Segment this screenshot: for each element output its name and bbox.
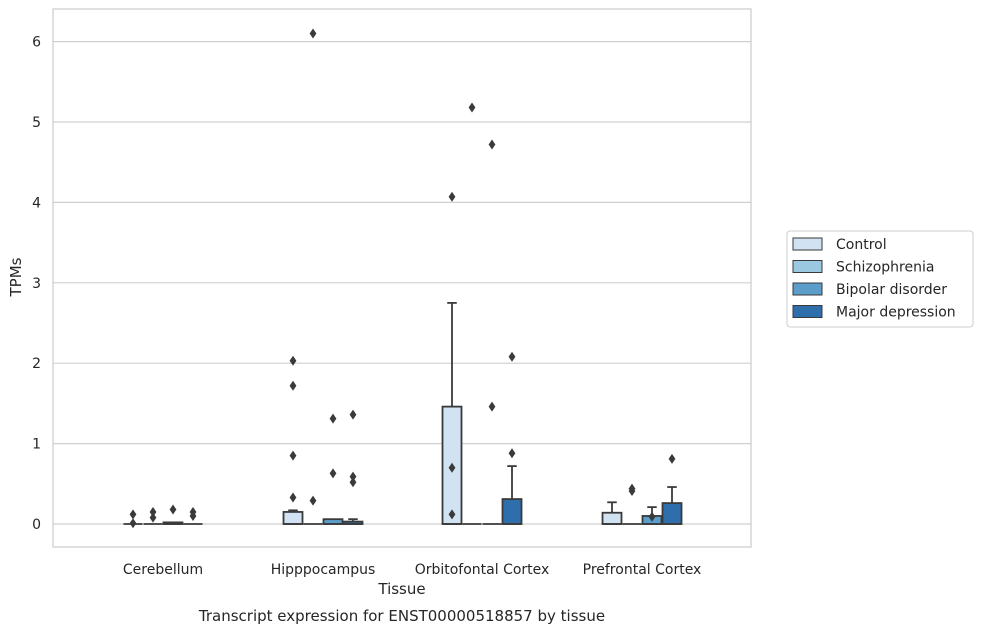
outlier-point: [488, 401, 496, 412]
box-control: [123, 509, 143, 529]
outlier-point: [129, 509, 137, 520]
y-tick-label: 5: [32, 115, 41, 131]
outlier-point: [169, 504, 177, 515]
box-schizophrenia: [303, 28, 323, 525]
y-axis-title: TPMs: [7, 257, 25, 297]
box-body: [282, 511, 304, 525]
x-tick-label: Hipppocampus: [271, 562, 376, 578]
outlier-point: [149, 506, 157, 517]
x-tick-label: Orbitofontal Cortex: [415, 562, 550, 578]
legend-label: Schizophrenia: [836, 260, 934, 276]
box-major-depression: [342, 409, 364, 525]
y-tick-labels: 0 1 2 3 4 5 6: [32, 35, 41, 533]
box-schizophrenia: [622, 483, 642, 525]
box-bipolar-disorder: [482, 139, 502, 525]
outlier-point: [648, 511, 656, 522]
legend-label: Major depression: [836, 305, 956, 321]
outlier-point: [189, 510, 197, 521]
x-axis-title: Tissue: [377, 580, 425, 598]
outlier-point: [289, 355, 297, 366]
outlier-point: [289, 450, 297, 461]
box-series: [123, 28, 683, 529]
x-tick-label: Prefrontal Cortex: [583, 562, 702, 578]
box-schizophrenia: [143, 506, 163, 525]
y-tick-label: 1: [32, 437, 41, 453]
box-major-depression: [501, 351, 523, 525]
outlier-point: [448, 462, 456, 473]
y-tick-label: 6: [32, 35, 41, 51]
outlier-point: [149, 512, 157, 523]
outlier-point: [329, 468, 337, 479]
outlier-point: [448, 509, 456, 520]
box-major-depression: [661, 453, 683, 525]
legend-swatch: [792, 260, 823, 273]
box-bipolar-disorder: [641, 506, 663, 525]
outlier-point: [668, 453, 676, 464]
box-bipolar-disorder: [322, 413, 344, 525]
outlier-point: [628, 486, 636, 497]
box-body: [501, 498, 523, 525]
box-body: [661, 502, 683, 525]
chart-caption: Transcript expression for ENST0000051885…: [198, 607, 605, 625]
outlier-point: [289, 380, 297, 391]
outlier-point: [329, 413, 337, 424]
outlier-point: [468, 102, 476, 113]
outlier-point: [448, 191, 456, 202]
outlier-point: [309, 28, 317, 39]
plot-frame: [52, 8, 752, 548]
legend-label: Control: [836, 237, 887, 253]
legend-frame: [786, 230, 974, 328]
outlier-point: [508, 351, 516, 362]
x-tick-labels: Cerebellum Hipppocampus Orbitofontal Corte…: [123, 562, 701, 578]
box-schizophrenia: [462, 102, 482, 525]
gridlines: [53, 40, 751, 525]
y-tick-label: 3: [32, 276, 41, 292]
outlier-point: [488, 139, 496, 150]
outlier-point: [129, 518, 137, 529]
box-control: [601, 501, 623, 525]
y-tick-label: 4: [32, 195, 41, 211]
box-body: [601, 511, 623, 525]
outlier-point: [309, 495, 317, 506]
plot-background: [53, 9, 751, 547]
box-control: [441, 191, 463, 525]
box-major-depression: [183, 506, 203, 525]
box-control: [282, 355, 304, 525]
legend-swatch: [792, 282, 823, 296]
outlier-point: [349, 409, 357, 420]
outlier-point: [349, 477, 357, 488]
outlier-point: [349, 471, 357, 482]
box-bipolar-disorder: [162, 504, 184, 525]
legend: Control Schizophrenia Bipolar disorder Majo…: [786, 230, 974, 328]
outlier-point: [289, 492, 297, 503]
y-tick-label: 0: [32, 517, 41, 533]
x-tick-label: Cerebellum: [123, 562, 203, 578]
legend-swatch: [792, 305, 823, 318]
legend-swatch: [792, 237, 823, 251]
legend-label: Bipolar disorder: [836, 282, 947, 298]
y-tick-label: 2: [32, 356, 41, 372]
outlier-point: [508, 448, 516, 459]
